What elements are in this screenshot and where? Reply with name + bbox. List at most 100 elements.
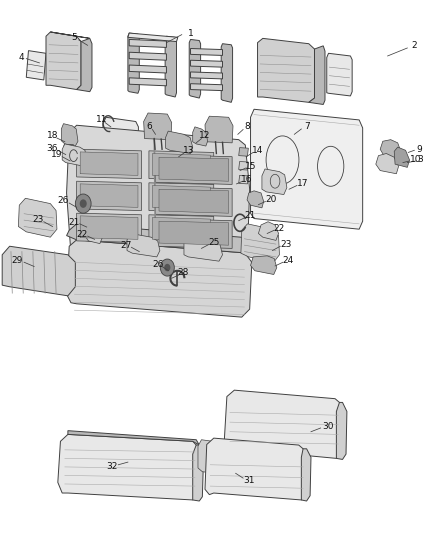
- Polygon shape: [155, 219, 232, 248]
- Polygon shape: [129, 39, 166, 47]
- Circle shape: [80, 199, 87, 208]
- Polygon shape: [191, 60, 223, 67]
- Polygon shape: [152, 217, 210, 241]
- Polygon shape: [128, 33, 178, 42]
- Text: 20: 20: [265, 196, 276, 204]
- Polygon shape: [128, 33, 139, 93]
- Polygon shape: [262, 169, 287, 195]
- Polygon shape: [159, 157, 229, 181]
- Polygon shape: [80, 184, 138, 207]
- Text: 15: 15: [245, 162, 256, 171]
- Text: 6: 6: [146, 123, 152, 131]
- Polygon shape: [224, 390, 344, 458]
- Polygon shape: [127, 233, 160, 257]
- Circle shape: [75, 194, 91, 213]
- Text: 28: 28: [177, 269, 189, 277]
- Text: 22: 22: [77, 230, 88, 239]
- Text: 32: 32: [106, 462, 117, 471]
- Polygon shape: [26, 51, 46, 80]
- Text: 21: 21: [69, 218, 80, 227]
- Text: 17: 17: [297, 180, 308, 188]
- Text: 26: 26: [58, 197, 69, 205]
- Polygon shape: [205, 438, 307, 500]
- Polygon shape: [68, 431, 199, 445]
- Text: 14: 14: [252, 146, 263, 155]
- Text: 22: 22: [274, 224, 285, 232]
- Polygon shape: [2, 246, 75, 296]
- Polygon shape: [67, 224, 250, 253]
- Polygon shape: [191, 72, 223, 79]
- Polygon shape: [61, 124, 78, 146]
- Text: 4: 4: [18, 53, 24, 61]
- Polygon shape: [198, 440, 234, 475]
- Text: 30: 30: [322, 422, 333, 431]
- Polygon shape: [108, 173, 119, 188]
- Polygon shape: [108, 135, 119, 150]
- Text: 11: 11: [96, 116, 107, 124]
- Text: 24: 24: [283, 256, 294, 264]
- Polygon shape: [149, 183, 214, 212]
- Polygon shape: [129, 65, 166, 73]
- Polygon shape: [46, 32, 81, 90]
- Polygon shape: [189, 39, 201, 98]
- Polygon shape: [301, 449, 311, 501]
- FancyBboxPatch shape: [64, 144, 74, 153]
- Polygon shape: [62, 144, 87, 166]
- Text: 26: 26: [152, 260, 163, 269]
- Text: 13: 13: [183, 146, 194, 155]
- Polygon shape: [84, 225, 102, 244]
- Text: 19: 19: [51, 150, 63, 159]
- Polygon shape: [191, 49, 223, 55]
- Text: 5: 5: [71, 33, 78, 42]
- Polygon shape: [258, 38, 314, 102]
- Polygon shape: [155, 187, 232, 216]
- Polygon shape: [394, 147, 410, 167]
- Circle shape: [160, 259, 174, 276]
- Polygon shape: [239, 175, 248, 184]
- Polygon shape: [122, 173, 133, 188]
- Polygon shape: [258, 222, 279, 240]
- Text: 18: 18: [47, 132, 58, 140]
- Polygon shape: [327, 53, 352, 96]
- Text: 10: 10: [410, 156, 421, 164]
- Text: 3: 3: [417, 156, 424, 164]
- Polygon shape: [77, 181, 141, 211]
- Polygon shape: [165, 36, 177, 97]
- Polygon shape: [191, 84, 223, 91]
- Text: 21: 21: [245, 211, 256, 220]
- Polygon shape: [380, 140, 401, 160]
- Polygon shape: [103, 117, 138, 201]
- Polygon shape: [159, 221, 229, 245]
- Polygon shape: [67, 125, 250, 261]
- Polygon shape: [159, 189, 229, 213]
- Polygon shape: [149, 151, 214, 180]
- Text: 29: 29: [12, 256, 23, 264]
- Polygon shape: [251, 109, 363, 229]
- Text: 9: 9: [417, 145, 423, 154]
- Text: 8: 8: [244, 123, 251, 131]
- Text: 7: 7: [304, 123, 310, 131]
- Polygon shape: [80, 216, 138, 239]
- Polygon shape: [80, 152, 138, 175]
- Polygon shape: [239, 148, 248, 156]
- Polygon shape: [122, 135, 133, 150]
- Polygon shape: [77, 213, 141, 243]
- Text: 23: 23: [33, 215, 44, 224]
- Polygon shape: [309, 46, 325, 104]
- Polygon shape: [193, 445, 204, 501]
- Polygon shape: [58, 434, 201, 500]
- Text: 31: 31: [243, 477, 254, 485]
- Text: 27: 27: [120, 241, 132, 249]
- Polygon shape: [376, 154, 399, 174]
- Circle shape: [164, 264, 170, 271]
- Polygon shape: [77, 149, 141, 179]
- Text: 12: 12: [199, 132, 211, 140]
- Polygon shape: [152, 185, 210, 209]
- Polygon shape: [155, 155, 232, 184]
- Polygon shape: [129, 52, 166, 60]
- Polygon shape: [247, 191, 264, 208]
- Polygon shape: [221, 44, 233, 102]
- Polygon shape: [18, 198, 57, 237]
- Text: 1: 1: [187, 29, 194, 37]
- Polygon shape: [129, 78, 166, 86]
